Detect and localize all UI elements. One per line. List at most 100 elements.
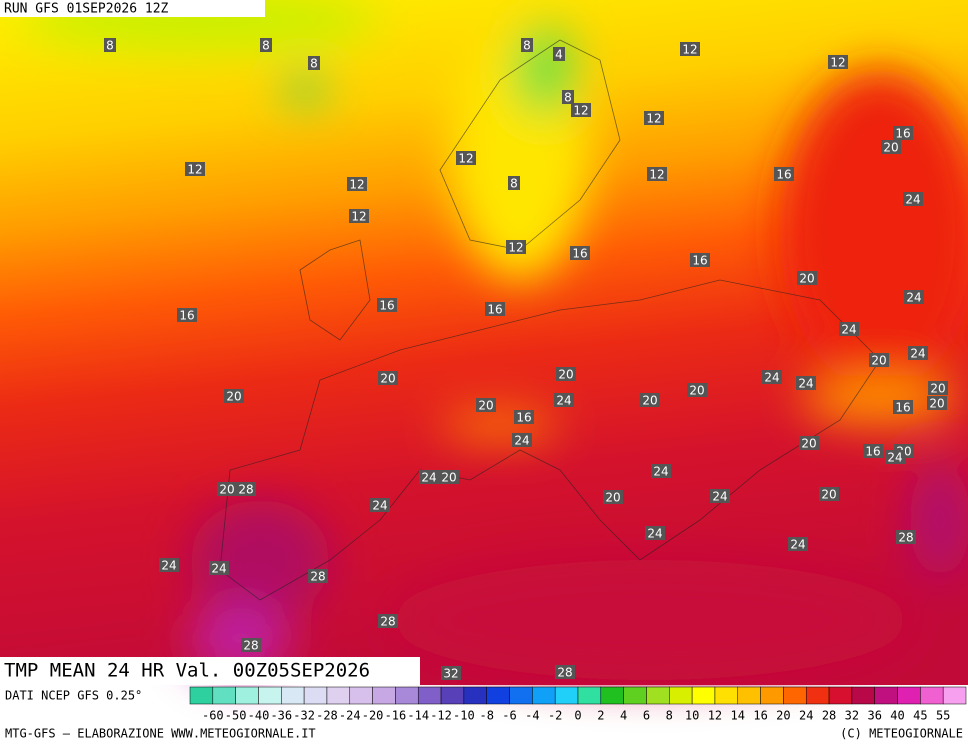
- contour-label-box: [903, 192, 923, 206]
- contour-label-box: [571, 103, 591, 117]
- colorbar-swatch: [760, 686, 784, 705]
- colorbar-tick-label: 10: [685, 709, 699, 723]
- contour-label-box: [651, 464, 671, 478]
- contour-label-box: [349, 209, 369, 223]
- contour-label: 8: [510, 177, 518, 191]
- contour-label-box: [869, 353, 889, 367]
- contour-label: 16: [692, 254, 707, 268]
- contour-label-box: [680, 42, 700, 56]
- contour-label-box: [209, 561, 229, 575]
- colorbar-swatch: [554, 686, 579, 705]
- copyright: (C) METEOGIORNALE: [840, 727, 963, 741]
- contour-label-box: [908, 346, 928, 360]
- contour-label-box: [885, 450, 905, 464]
- colorbar-swatch: [463, 686, 487, 705]
- contour-label: 12: [458, 152, 473, 166]
- contour-label-box: [308, 569, 328, 583]
- contour-label-box: [893, 126, 913, 140]
- contour-label: 28: [380, 615, 395, 629]
- contour-label-box: [378, 614, 398, 628]
- colorbar-swatch: [600, 686, 624, 705]
- contour-label: 16: [865, 445, 880, 459]
- colorbar-swatch: [920, 686, 944, 705]
- contour-label: 24: [887, 451, 902, 465]
- colorbar-swatch: [281, 686, 305, 705]
- contour-label: 16: [516, 411, 531, 425]
- contour-label: 24: [905, 193, 920, 207]
- contour-label: 20: [605, 491, 620, 505]
- colorbar-tick-label: 45: [913, 709, 927, 723]
- contour-label-box: [896, 530, 916, 544]
- colorbar-swatch: [303, 686, 328, 705]
- map-title: TMP MEAN 24 HR Val. 00Z05SEP2026: [4, 660, 370, 682]
- contour-label-box: [241, 638, 261, 652]
- contour-label: 16: [572, 247, 587, 261]
- contour-label: 20: [883, 141, 898, 155]
- contour-label: 16: [776, 168, 791, 182]
- contour-label-box: [570, 246, 590, 260]
- contour-label-box: [506, 240, 526, 254]
- colorbar: -60 -50 -40 -36 -32 -28 -24 -20 -16 -14 -12 -10 -8 -6…: [189, 686, 967, 723]
- contour-label: 16: [895, 127, 910, 141]
- contour-label: 12: [649, 168, 664, 182]
- contour-label: 20: [801, 437, 816, 451]
- contour-label: 20: [642, 394, 657, 408]
- contour-label: 20: [226, 390, 241, 404]
- colorbar-swatch: [828, 686, 853, 705]
- contour-label-box: [644, 111, 664, 125]
- colorbar-tick-label: 16: [753, 709, 767, 723]
- contour-label: 28: [243, 639, 258, 653]
- contour-label: 24: [211, 562, 226, 576]
- contour-label-box: [377, 298, 397, 312]
- contour-label: 12: [646, 112, 661, 126]
- contour-label: 8: [106, 39, 114, 53]
- contour-label: 24: [764, 371, 779, 385]
- contour-label-box: [690, 253, 710, 267]
- contour-label-box: [236, 482, 256, 496]
- contour-label: 20: [821, 488, 836, 502]
- contour-label-box: [224, 389, 244, 403]
- contour-label-box: [555, 665, 575, 679]
- contour-label-box: [217, 482, 237, 496]
- contour-label-box: [514, 410, 534, 424]
- colorbar-tick-label: -16: [385, 709, 407, 723]
- contour-label: 20: [441, 471, 456, 485]
- contour-label-box: [104, 38, 116, 52]
- contour-label-box: [774, 167, 794, 181]
- colorbar-swatch: [349, 686, 373, 705]
- contour-label: 24: [841, 323, 856, 337]
- colorbar-tick-label: -36: [270, 709, 292, 723]
- colorbar-swatch: [714, 686, 739, 705]
- run-label: RUN GFS 01SEP2026 12Z: [4, 2, 169, 17]
- colorbar-tick-label: 6: [643, 709, 650, 723]
- colorbar-swatch: [897, 686, 921, 705]
- colorbar-swatch: [623, 686, 647, 705]
- contour-label-box: [508, 176, 520, 190]
- contour-label: 20: [558, 368, 573, 382]
- colorbar-swatch: [440, 686, 465, 705]
- colorbar-swatch: [372, 686, 396, 705]
- contour-label-box: [512, 433, 532, 447]
- colorbar-tick-label: 14: [731, 709, 745, 723]
- contour-label: 28: [310, 570, 325, 584]
- contour-label: 24: [712, 490, 727, 504]
- colorbar-tick-label: 36: [867, 709, 881, 723]
- colorbar-tick-label: 40: [890, 709, 904, 723]
- colorbar-tick-label: 4: [620, 709, 627, 723]
- source: DATI NCEP GFS 0.25°: [5, 689, 142, 703]
- colorbar-swatch: [532, 686, 556, 705]
- contour-label: 24: [790, 538, 805, 552]
- contour-label: 24: [372, 499, 387, 513]
- colorbar-swatch: [783, 686, 807, 705]
- contour-label-box: [439, 470, 459, 484]
- contour-label: 20: [219, 483, 234, 497]
- colorbar-swatch: [235, 686, 259, 705]
- colorbar-tick-label: 55: [936, 709, 950, 723]
- contour-label: 12: [351, 210, 366, 224]
- contour-label: 32: [443, 667, 458, 681]
- colorbar-swatch: [212, 686, 236, 705]
- colorbar-tick-label: -50: [225, 709, 247, 723]
- contour-label: 12: [573, 104, 588, 118]
- contour-label: 8: [564, 91, 572, 105]
- contour-label: 8: [523, 39, 531, 53]
